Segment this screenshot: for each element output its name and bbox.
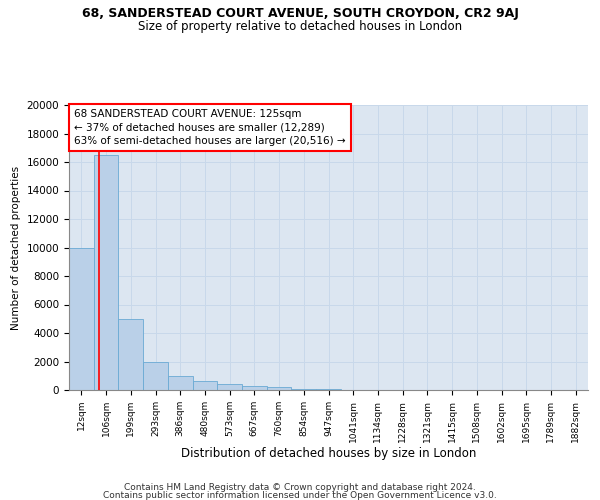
Bar (69, 248, 94, 390)
Bar (118, 319, 143, 390)
Text: Contains public sector information licensed under the Open Government Licence v3: Contains public sector information licen… (103, 491, 497, 500)
Text: Size of property relative to detached houses in London: Size of property relative to detached ho… (138, 20, 462, 33)
X-axis label: Distribution of detached houses by size in London: Distribution of detached houses by size … (181, 448, 476, 460)
Bar (168, 376, 193, 390)
Bar (267, 387, 292, 390)
Text: 68 SANDERSTEAD COURT AVENUE: 125sqm
← 37% of detached houses are smaller (12,289: 68 SANDERSTEAD COURT AVENUE: 125sqm ← 37… (74, 110, 346, 146)
Bar (94, 155, 118, 390)
Bar (242, 386, 267, 390)
Bar (292, 388, 316, 390)
Bar (143, 362, 168, 390)
Text: Contains HM Land Registry data © Crown copyright and database right 2024.: Contains HM Land Registry data © Crown c… (124, 484, 476, 492)
Text: 68, SANDERSTEAD COURT AVENUE, SOUTH CROYDON, CR2 9AJ: 68, SANDERSTEAD COURT AVENUE, SOUTH CROY… (82, 8, 518, 20)
Bar (217, 384, 242, 390)
Y-axis label: Number of detached properties: Number of detached properties (11, 166, 21, 330)
Bar (193, 382, 217, 390)
